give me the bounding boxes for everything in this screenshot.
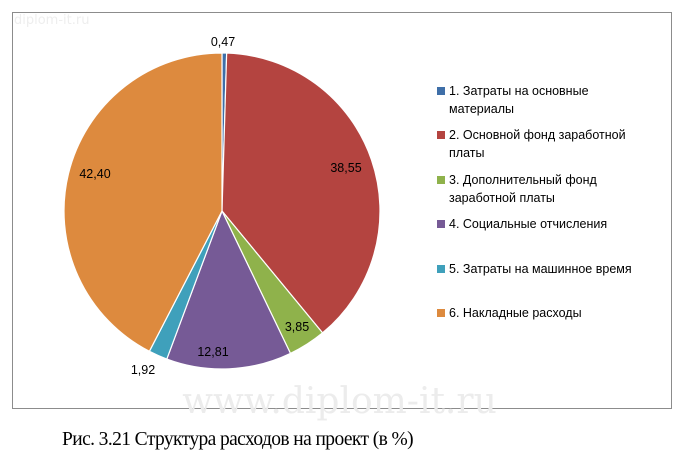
legend-swatch xyxy=(437,87,445,95)
watermark-small: diplom-it.ru xyxy=(14,13,90,28)
watermark-large: www.diplom-it.ru xyxy=(182,381,497,422)
legend-label: 2. Основной фонд заработной xyxy=(449,128,626,142)
pie-slice-6 xyxy=(63,52,223,353)
legend-item-1: 1. Затраты на основные материалы xyxy=(437,82,667,118)
legend-label: 5. Затраты на машинное время xyxy=(449,262,632,276)
legend-swatch xyxy=(437,176,445,184)
data-label-4: 12,81 xyxy=(197,345,228,359)
legend-item-5: 5. Затраты на машинное время xyxy=(437,260,667,278)
data-label-6: 42,40 xyxy=(79,167,110,181)
legend-label: 4. Социальные отчисления xyxy=(449,217,608,231)
chart-frame xyxy=(12,12,672,409)
legend-label-continued: заработной платы xyxy=(449,191,555,205)
legend-label: 6. Накладные расходы xyxy=(449,306,582,320)
legend-label-continued: платы xyxy=(449,146,485,160)
legend-item-3: 3. Дополнительный фонд заработной платы xyxy=(437,171,667,207)
legend-swatch xyxy=(437,265,445,273)
figure-caption: Рис. 3.21 Структура расходов на проект (… xyxy=(62,429,414,450)
data-label-2: 38,55 xyxy=(330,161,361,175)
legend-item-6: 6. Накладные расходы xyxy=(437,304,667,322)
legend-swatch xyxy=(437,309,445,317)
legend-swatch xyxy=(437,131,445,139)
pie-slice-4 xyxy=(166,209,292,370)
legend-item-2: 2. Основной фонд заработной платы xyxy=(437,126,667,162)
legend-label: 1. Затраты на основные xyxy=(449,84,589,98)
pie-slice-2 xyxy=(221,52,381,334)
data-label-1: 0,47 xyxy=(211,35,235,49)
legend-label: 3. Дополнительный фонд xyxy=(449,173,597,187)
data-label-5: 1,92 xyxy=(131,363,155,377)
legend-item-4: 4. Социальные отчисления xyxy=(437,215,667,233)
legend-label-continued: материалы xyxy=(449,102,514,116)
legend-swatch xyxy=(437,220,445,228)
data-label-3: 3,85 xyxy=(285,320,309,334)
